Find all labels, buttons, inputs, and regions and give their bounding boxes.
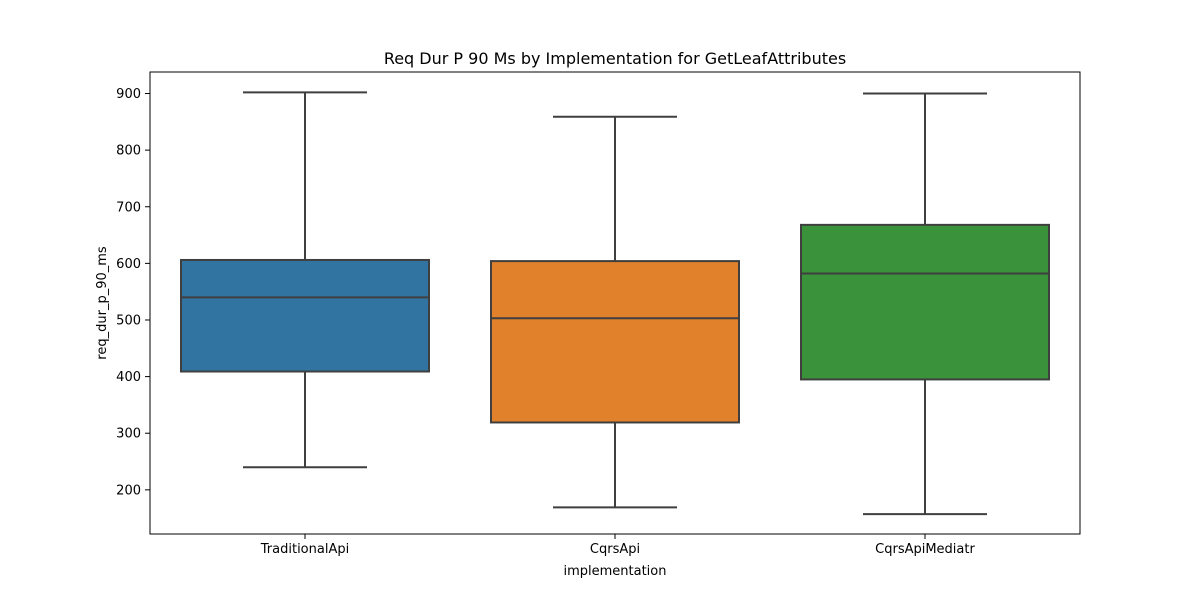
x-axis-label: implementation	[563, 564, 666, 579]
y-tick-label: 600	[116, 257, 141, 272]
y-tick-label: 200	[116, 483, 141, 498]
plot-frame	[149, 71, 1081, 535]
y-axis-ticks: 200 300 400 500 600 700 800 900	[116, 87, 150, 498]
y-tick-label: 400	[116, 370, 141, 385]
y-tick-label: 300	[116, 427, 141, 442]
box-group	[490, 115, 740, 509]
y-tick-label: 800	[116, 144, 141, 159]
y-axis-label: req_dur_p_90_ms	[95, 246, 110, 360]
x-tick-label: TraditionalApi	[260, 542, 349, 557]
box-body	[800, 223, 1050, 381]
y-tick-label: 700	[116, 200, 141, 215]
x-axis-ticks: TraditionalApi CqrsApi CqrsApiMediatr	[260, 534, 975, 557]
box-group	[180, 91, 430, 469]
x-tick-label: CqrsApiMediatr	[875, 542, 975, 557]
y-tick-label: 900	[116, 87, 141, 102]
chart-title: Req Dur P 90 Ms by Implementation for Ge…	[384, 49, 846, 68]
box-group	[800, 92, 1050, 516]
box-body	[180, 258, 430, 373]
plot-layer	[180, 91, 1050, 516]
box-body	[490, 260, 740, 424]
y-tick-label: 500	[116, 313, 141, 328]
x-tick-label: CqrsApi	[590, 542, 640, 557]
